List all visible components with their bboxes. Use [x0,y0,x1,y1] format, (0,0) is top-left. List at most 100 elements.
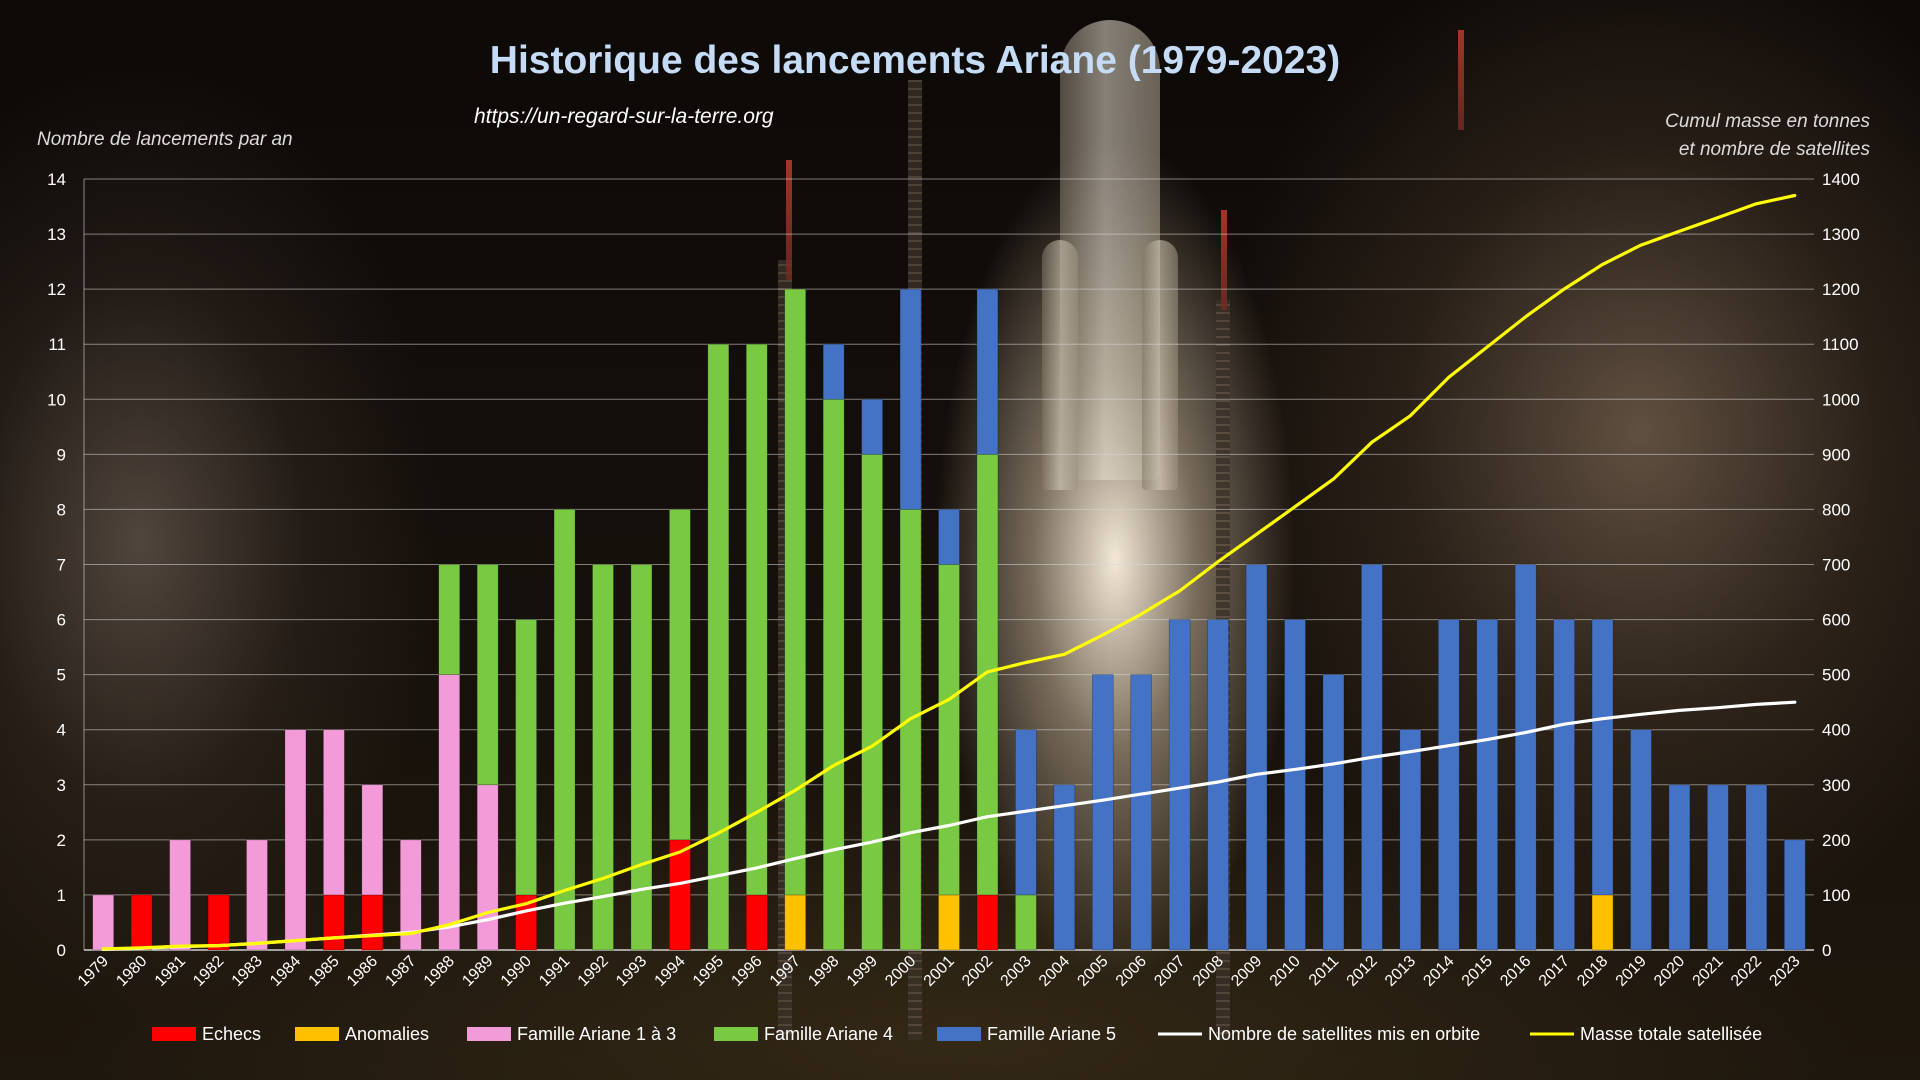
bar-segment [1015,894,1037,951]
y-tick-label: 4 [57,721,66,740]
x-tick-label: 1991 [536,953,573,990]
x-tick-label: 1994 [652,953,689,990]
bar-segment [976,288,999,455]
bar-segment [1707,784,1729,951]
x-tick-label: 2022 [1728,953,1765,990]
y-tick-label: 8 [57,500,66,519]
x-tick-label: 2000 [882,953,919,990]
mass-line [101,193,1797,951]
x-tick-label: 2005 [1074,953,1111,990]
bar-segment [822,343,845,400]
bar-segment [861,454,883,951]
y2-tick-label: 300 [1822,776,1850,795]
y-tick-label: 5 [57,666,66,685]
bar-segment [1245,564,1268,951]
bar-segment [323,894,345,951]
x-tick-label: 1989 [459,953,496,990]
bar-segment [361,784,384,896]
bar-segment [745,894,768,951]
bar-segment [399,839,422,951]
legend-label: Anomalies [345,1024,429,1044]
bar-segment [1437,619,1460,951]
bar-segment [1168,619,1191,951]
bar-segment [515,619,537,896]
bar-segment [1399,729,1422,951]
legend-label: Nombre de satellites mis en orbite [1208,1024,1480,1044]
lightning-mast-right [1221,210,1227,310]
y-tick-label: 6 [57,611,66,630]
bar-segment [707,343,730,951]
y2-tick-label: 1300 [1822,225,1860,244]
x-tick-label: 2010 [1267,953,1304,990]
x-tick-label: 2013 [1382,953,1419,990]
legend-label: Masse totale satellisée [1580,1024,1762,1044]
x-tick-label: 2015 [1459,953,1496,990]
y2-tick-label: 1100 [1822,335,1859,354]
x-tick-label: 2016 [1497,953,1534,990]
bar-segment [1514,564,1537,951]
bar-segment [1630,729,1652,951]
bar-segment [976,454,999,896]
x-tick-label: 1993 [613,953,650,990]
bar-segment [476,784,499,951]
bar-segment [476,564,499,786]
bar-segment [1284,619,1306,951]
bar-segment [1591,894,1614,951]
x-tick-label: 2003 [998,953,1035,990]
bar-segment [976,894,999,951]
bar-segment [592,564,614,951]
bar-segment [284,729,307,951]
left-axis-label: Nombre de lancements par an [37,129,293,150]
y2-tick-label: 600 [1822,611,1850,630]
x-tick-label: 1992 [575,953,612,990]
legend-swatch [714,1027,758,1041]
lightning-mast-far-right [1458,30,1464,130]
x-tick-label: 2012 [1344,953,1381,990]
x-tick-label: 2007 [1151,953,1188,990]
x-tick-label: 1983 [229,953,266,990]
bar-segment [323,729,345,896]
bar-segment [1091,674,1114,951]
x-tick-label: 2001 [921,953,958,990]
y-tick-label: 11 [48,335,66,354]
bar-segment [553,509,576,951]
bar-segment [938,894,960,951]
bar-segment [1476,619,1499,951]
legend-label: Famille Ariane 5 [987,1024,1116,1044]
legend-label: Famille Ariane 1 à 3 [517,1024,676,1044]
bar-segment [207,894,230,951]
right-axis-label-line1: Cumul masse en tonnes [1665,111,1870,132]
x-tick-label: 2019 [1613,953,1650,990]
y-tick-label: 7 [57,556,66,575]
y-tick-label: 0 [57,941,66,960]
x-tick-label: 2021 [1690,953,1727,990]
x-tick-label: 1985 [306,953,343,990]
bar-segment [361,894,384,951]
bar-segment [899,509,922,951]
x-tick-label: 1990 [498,953,535,990]
bar-segment [438,564,461,675]
booster-left [1042,240,1078,490]
y2-tick-label: 400 [1822,721,1850,740]
bar-segment [246,839,268,951]
x-tick-label: 1980 [113,953,150,990]
y2-tick-label: 0 [1822,941,1831,960]
x-tick-label: 1988 [421,953,458,990]
bar-segment [938,564,960,896]
bar-segment [784,894,807,951]
y2-tick-label: 800 [1822,500,1850,519]
legend-swatch [937,1027,981,1041]
y2-tick-label: 1400 [1822,170,1860,189]
x-tick-label: 1997 [767,953,804,990]
y2-tick-label: 200 [1822,831,1850,850]
y-tick-label: 13 [47,225,66,244]
y-tick-label: 2 [57,831,66,850]
x-tick-label: 2014 [1420,953,1457,990]
y2-tick-label: 900 [1822,445,1850,464]
x-tick-label: 1979 [75,953,112,990]
x-tick-label: 2011 [1306,953,1342,989]
x-tick-label: 1999 [844,953,881,990]
y2-tick-label: 500 [1822,666,1850,685]
y-tick-label: 1 [57,886,66,905]
x-tick-label: 1986 [344,953,381,990]
